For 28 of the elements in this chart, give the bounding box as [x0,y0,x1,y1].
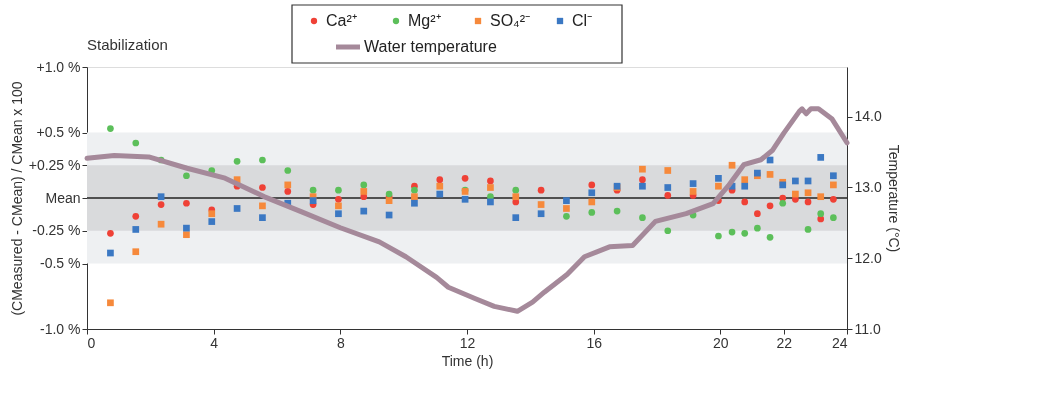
y-tick-label: +0.5 % [36,124,81,140]
x-tick-label: 12 [459,334,476,351]
legend-label: SO₄²⁻ [490,12,530,29]
x-tick-label: 0 [87,334,96,351]
legend-label: Ca²⁺ [326,12,357,29]
y-tick-label: -0.25 % [32,222,81,239]
legend-label: Water temperature [364,38,497,55]
x-tick-label: 16 [586,334,603,351]
text: Stabilization [87,36,168,53]
y-tick-label: +1.0 % [36,58,81,75]
y-tick-label: Mean [45,189,81,206]
x-tick-label: 4 [210,334,219,351]
y2-tick-label: 12.0 [854,249,882,266]
y2-axis-title: Temperature (°C) [885,144,902,253]
x-tick-label: 24 [831,334,848,351]
x-tick-label: 8 [336,334,345,351]
legend-label: Cl⁻ [572,12,593,29]
y-tick-label: -0.5 % [40,255,81,271]
legend-label: Mg²⁺ [408,12,441,29]
x-tick-label: 20 [713,334,729,351]
y-tick-label: -1.0 % [40,320,81,337]
y-tick-label: +0.25 % [28,156,81,173]
y2-tick-label: 13.0 [854,178,882,195]
y-axis-title: (CMeasured - CMean) / CMean x 100 [8,81,25,316]
x-axis-title: Time (h) [441,352,494,369]
y2-tick-label: 11.0 [854,320,881,337]
y2-tick-label: 14.0 [854,108,882,125]
x-tick-label: 22 [776,334,793,351]
